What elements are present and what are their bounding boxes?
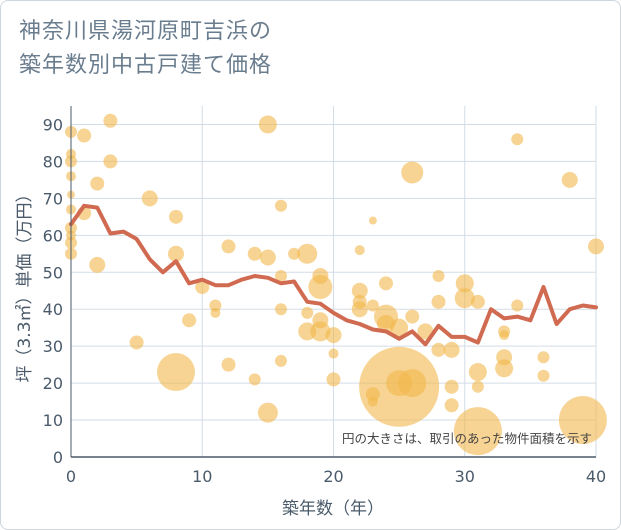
- bubble-point: [129, 335, 144, 350]
- bubble-point: [248, 373, 261, 386]
- bubble-point: [368, 216, 377, 225]
- bubble-point: [301, 306, 314, 319]
- bubble-point: [432, 269, 445, 282]
- bubble-point: [209, 299, 222, 312]
- bubble-point: [561, 171, 578, 188]
- y-tick-label: 30: [43, 337, 63, 356]
- bubble-point: [454, 288, 475, 309]
- bubble-point: [431, 342, 446, 357]
- bubble-point: [195, 280, 210, 295]
- bubble-point: [470, 294, 485, 309]
- bubble-point: [247, 246, 262, 261]
- bubble-point: [537, 351, 550, 364]
- title-line-2: 築年数別中古戸建て価格: [19, 53, 273, 78]
- bubble-point: [259, 249, 276, 266]
- x-tick-label: 20: [323, 467, 343, 486]
- bubble-point: [405, 309, 420, 324]
- bubble-point: [297, 243, 318, 264]
- bubble-point: [444, 398, 459, 413]
- title-line-1: 神奈川県湯河原町吉浜の: [19, 19, 273, 44]
- bubble-point: [351, 301, 368, 318]
- y-tick-label: 70: [43, 189, 63, 208]
- bubble-point: [275, 269, 287, 282]
- y-tick-label: 0: [53, 448, 63, 467]
- y-tick-label: 60: [43, 226, 63, 245]
- axes: 0 10 20 30 40 50 60 70 80 90 0 10 20 30 40: [43, 106, 606, 486]
- bubble-point: [77, 128, 92, 143]
- bubble-point: [168, 245, 184, 262]
- bubble-point: [258, 115, 277, 134]
- bubble-point: [169, 209, 183, 224]
- bubble-point: [401, 161, 424, 184]
- y-tick-label: 10: [43, 411, 63, 430]
- bubble-point: [275, 354, 287, 367]
- bubble-point: [511, 299, 524, 312]
- bubble-point: [351, 282, 368, 299]
- bubble-series: [65, 113, 607, 456]
- bubble-point: [288, 247, 301, 260]
- bubble-point: [453, 407, 502, 456]
- y-tick-label: 40: [43, 300, 63, 319]
- y-tick-label: 50: [43, 263, 63, 282]
- bubble-point: [141, 190, 158, 207]
- x-tick-label: 10: [192, 467, 212, 486]
- bubble-point: [328, 348, 339, 359]
- bubble-point: [495, 359, 514, 378]
- y-axis-label: 坪（3.3㎡）単価（万円）: [15, 185, 35, 382]
- x-tick-label: 0: [66, 467, 76, 486]
- bubble-point: [257, 402, 278, 423]
- bubble-point: [354, 245, 365, 256]
- bubble-point: [558, 396, 607, 445]
- bubble-point: [431, 294, 446, 309]
- bubble-point: [308, 275, 333, 300]
- x-axis-label: 築年数（年）: [282, 499, 384, 519]
- bubble-point: [471, 380, 484, 393]
- bubble-point: [398, 369, 427, 398]
- y-tick-label: 80: [43, 152, 63, 171]
- bubble-point: [326, 372, 341, 387]
- bubble-point: [511, 133, 524, 146]
- bubble-point: [366, 299, 379, 312]
- bubble-point: [499, 330, 510, 341]
- bubble-point: [468, 363, 487, 382]
- bubble-point: [275, 303, 287, 316]
- bubble-point: [588, 238, 604, 255]
- bubble-point: [444, 379, 459, 394]
- x-tick-label: 30: [455, 467, 475, 486]
- bubble-point: [325, 327, 342, 344]
- bubble-point: [221, 357, 236, 372]
- bubble-point: [221, 239, 236, 254]
- bubble-point: [182, 313, 197, 328]
- average-price-line: [69, 203, 598, 347]
- bubble-point: [103, 154, 118, 169]
- y-tick-label: 20: [43, 374, 63, 393]
- chart-title: 神奈川県湯河原町吉浜の 築年数別中古戸建て価格: [19, 15, 272, 83]
- bubble-point: [89, 256, 106, 273]
- bubble-point: [210, 307, 221, 318]
- bubble-point: [90, 176, 105, 191]
- bubble-point: [390, 318, 409, 337]
- size-note: 円の大きさは、取引のあった物件面積を示す: [342, 431, 592, 446]
- bubble-point: [275, 199, 287, 212]
- bubble-point: [379, 276, 393, 291]
- bubble-point: [537, 369, 550, 382]
- bubble-point: [310, 321, 331, 342]
- bubble-point: [455, 274, 474, 293]
- y-tick-label: 90: [43, 115, 63, 134]
- bubble-point: [157, 353, 195, 392]
- bubble-point: [103, 113, 118, 128]
- bubble-point: [443, 341, 460, 358]
- x-tick-label: 40: [586, 467, 606, 486]
- grid-lines: [70, 106, 597, 458]
